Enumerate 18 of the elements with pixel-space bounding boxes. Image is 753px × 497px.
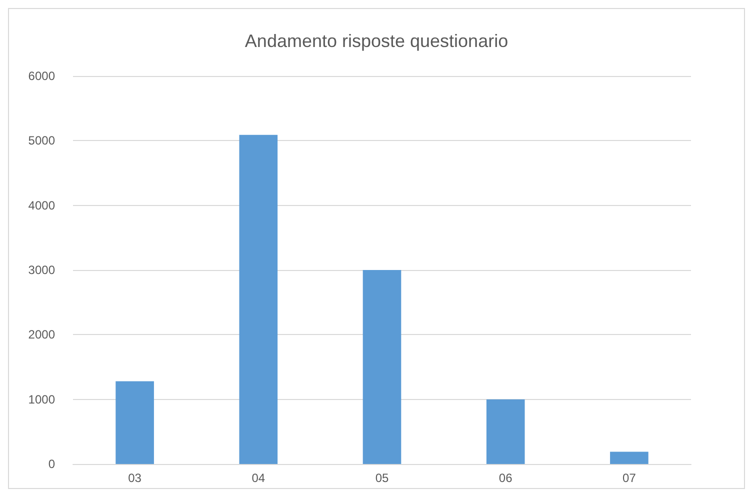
bar [610, 452, 648, 464]
y-tick-label: 0 [48, 457, 56, 471]
y-tick-label: 4000 [28, 198, 56, 212]
y-tick-label: 6000 [28, 69, 56, 83]
y-tick-label: 2000 [28, 328, 56, 342]
x-tick-label: 06 [498, 471, 513, 485]
bar [239, 134, 278, 464]
x-tick-label: 04 [252, 471, 266, 485]
bar [486, 399, 525, 464]
x-tick-label: 07 [622, 471, 636, 485]
bar [362, 270, 402, 464]
x-tick-label: 03 [128, 471, 142, 485]
y-tick-label: 5000 [28, 134, 56, 148]
y-tick-label: 3000 [28, 263, 56, 277]
x-tick-label: 05 [375, 471, 389, 485]
chart-title: Andamento risposte questionario [244, 31, 508, 51]
y-tick-label: 1000 [28, 392, 56, 406]
bar [116, 381, 154, 464]
